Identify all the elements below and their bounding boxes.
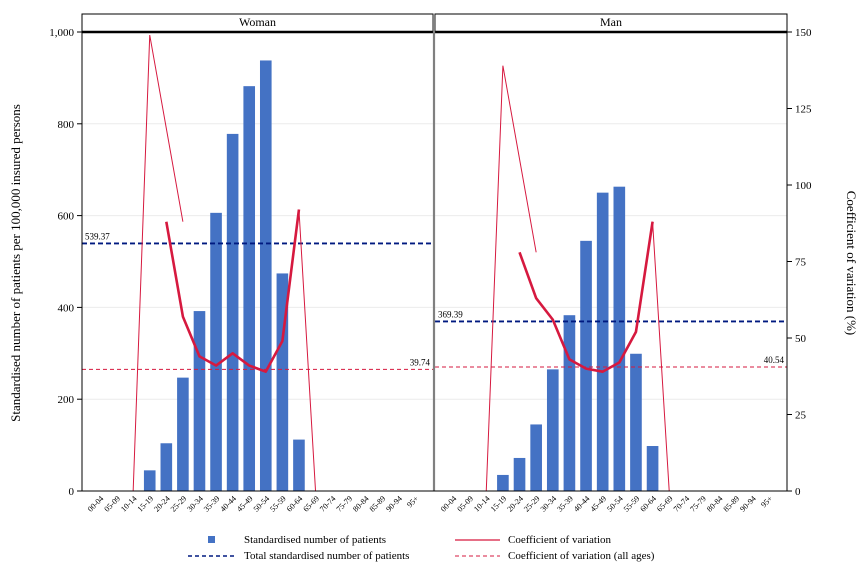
y2-tick-label: 25 (795, 410, 807, 422)
x-tick-label: 75-79 (688, 494, 708, 514)
x-tick-label: 60-64 (638, 494, 658, 514)
x-tick-label: 00-04 (86, 494, 106, 514)
x-tick-label: 05-09 (455, 494, 475, 514)
bar (276, 273, 289, 491)
x-tick-label: 50-54 (605, 494, 625, 514)
x-tick-label: 35-39 (202, 494, 222, 514)
legend-total-label: Total standardised number of patients (244, 550, 409, 562)
y-axis-title: Standardised number of patients per 100,… (8, 104, 23, 422)
bar (596, 192, 609, 491)
bar (243, 86, 256, 492)
y-tick-label: 200 (58, 394, 75, 406)
cv-line-thick (518, 221, 654, 373)
x-tick-label: 35-39 (555, 494, 575, 514)
total-label: 369.39 (438, 309, 463, 319)
y-tick-label: 600 (58, 211, 75, 223)
x-tick-label: 20-24 (505, 494, 525, 514)
bar (293, 439, 305, 491)
bar (580, 240, 592, 491)
x-tick-label: 80-84 (351, 494, 371, 514)
legend-cv-all-label: Coefficient of variation (all ages) (508, 550, 655, 562)
x-tick-label: 00-04 (439, 494, 459, 514)
panel-title: Man (600, 15, 622, 29)
x-tick-label: 30-34 (539, 494, 559, 514)
x-tick-label: 95+ (759, 494, 775, 510)
y-tick-label: 400 (58, 302, 75, 314)
axes: 0 200 400 600 800 1,000 0 25 50 75 100 125 150 (49, 14, 812, 498)
x-tick-label: 75-79 (335, 494, 355, 514)
cv-line-thin (298, 209, 415, 492)
y2-tick-label: 75 (795, 257, 807, 269)
x-tick-label: 40-44 (572, 494, 592, 514)
bar (160, 443, 173, 491)
bar (563, 315, 576, 491)
x-tick-label: 20-24 (152, 494, 172, 514)
x-tick-label: 40-44 (218, 494, 238, 514)
bar (613, 186, 626, 492)
x-tick-label: 30-34 (185, 494, 205, 514)
y-tick-label: 1,000 (49, 27, 74, 39)
x-tick-label: 55-59 (268, 494, 288, 514)
x-tick-label: 55-59 (622, 494, 642, 514)
y2-tick-label: 125 (795, 104, 812, 116)
x-tick-label: 60-64 (285, 494, 305, 514)
y2-tick-label: 50 (795, 333, 807, 345)
x-tick-label: 25-29 (169, 494, 189, 514)
y2-axis-title: Coefficient of variation (%) (844, 191, 859, 336)
x-tick-label: 25-29 (522, 494, 542, 514)
x-tick-label: 70-74 (672, 494, 692, 514)
bar (226, 133, 239, 491)
cv-all-label: 40.54 (764, 355, 785, 365)
x-tick-label: 45-49 (589, 494, 609, 514)
legend: Standardised number of patients Coeffici… (188, 534, 655, 562)
legend-bars-label: Standardised number of patients (244, 534, 386, 546)
bar (193, 311, 206, 491)
bar (143, 470, 156, 491)
cv-line-thin (453, 65, 537, 492)
total-label: 539.37 (85, 231, 110, 241)
x-tick-label: 45-49 (235, 494, 255, 514)
bar (513, 457, 526, 491)
x-tick-label: 85-89 (368, 494, 388, 514)
x-tick-label: 95+ (405, 494, 421, 510)
cv-line-thin (100, 34, 184, 492)
x-tick-label: 05-09 (102, 494, 122, 514)
cv-line-thin (652, 221, 769, 492)
x-tick-label: 90-94 (384, 494, 404, 514)
panel-woman: 539.37 39.74 00-0405-0910-1415-1920-2425-2… (81, 13, 434, 514)
x-tick-label: 85-89 (722, 494, 742, 514)
cv-line-thick (165, 209, 301, 373)
bar (646, 446, 659, 491)
x-tick-label: 65-69 (655, 494, 675, 514)
x-tick-label: 10-14 (119, 494, 139, 514)
x-tick-label: 70-74 (318, 494, 338, 514)
legend-bars-swatch (208, 536, 215, 543)
bar (497, 474, 509, 491)
bar (546, 369, 559, 491)
x-tick-label: 65-69 (301, 494, 321, 514)
bar (630, 353, 642, 491)
bar (177, 377, 189, 491)
y2-tick-label: 100 (795, 180, 812, 192)
x-tick-label: 10-14 (472, 494, 492, 514)
cv-all-label: 39.74 (410, 357, 431, 367)
panel-title: Woman (239, 15, 276, 29)
bar (530, 424, 542, 491)
x-tick-label: 50-54 (252, 494, 272, 514)
legend-cv-label: Coefficient of variation (508, 534, 612, 546)
y-tick-label: 800 (58, 119, 75, 131)
bar (259, 60, 272, 491)
y2-tick-label: 0 (795, 486, 801, 498)
panel-man: 369.39 40.54 00-0405-0910-1415-1920-2425-2… (434, 13, 788, 514)
x-tick-label: 80-84 (705, 494, 725, 514)
x-tick-label: 15-19 (136, 494, 156, 514)
y2-tick-label: 150 (795, 27, 812, 39)
x-tick-label: 90-94 (738, 494, 758, 514)
x-tick-label: 15-19 (489, 494, 509, 514)
y-tick-label: 0 (69, 486, 75, 498)
bar (210, 212, 222, 491)
